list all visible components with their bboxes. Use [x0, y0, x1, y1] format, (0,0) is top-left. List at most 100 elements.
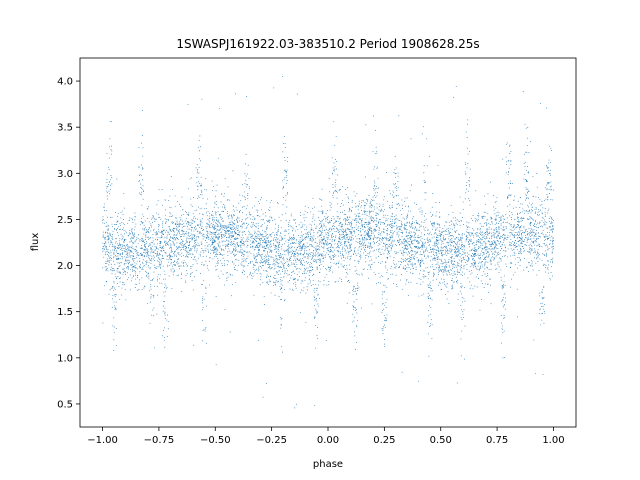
data-point — [140, 164, 142, 166]
data-point — [201, 222, 203, 224]
data-point — [386, 320, 388, 322]
data-point — [230, 214, 232, 216]
data-point — [215, 225, 217, 227]
data-point — [171, 258, 172, 260]
data-point — [397, 226, 399, 228]
data-point — [361, 273, 363, 275]
data-point — [424, 182, 426, 183]
data-point — [132, 270, 133, 272]
data-point — [223, 240, 225, 242]
data-point — [197, 170, 198, 172]
data-point — [550, 188, 552, 190]
data-point — [373, 229, 374, 231]
data-point — [469, 200, 471, 202]
data-point — [329, 220, 331, 222]
data-point — [505, 164, 507, 166]
data-point — [176, 201, 178, 203]
data-point — [423, 172, 425, 174]
data-point — [280, 283, 282, 285]
data-point — [298, 267, 300, 269]
data-point — [194, 241, 196, 243]
data-point — [545, 224, 547, 226]
data-point — [335, 236, 336, 238]
data-point — [532, 210, 533, 212]
data-point — [142, 188, 144, 190]
data-point — [527, 192, 528, 194]
data-point — [108, 225, 110, 227]
data-point — [213, 217, 215, 219]
data-point — [183, 233, 185, 234]
data-point — [171, 238, 173, 239]
data-point — [200, 176, 202, 178]
data-point — [441, 270, 443, 272]
data-point — [501, 327, 503, 329]
data-point — [464, 252, 466, 254]
data-point — [317, 303, 319, 305]
data-point — [354, 331, 355, 333]
data-point — [505, 226, 507, 227]
data-point — [216, 216, 218, 218]
data-point — [255, 245, 257, 247]
data-point — [509, 241, 511, 243]
data-point — [230, 220, 232, 222]
data-point — [278, 226, 279, 228]
data-point — [189, 273, 191, 275]
data-point — [111, 241, 113, 243]
data-point — [266, 227, 268, 229]
data-point — [452, 96, 454, 98]
data-point — [425, 212, 427, 214]
data-point — [486, 233, 488, 235]
data-point — [396, 228, 398, 230]
data-point — [310, 228, 312, 230]
data-point — [127, 267, 129, 269]
data-point — [383, 199, 385, 201]
data-point — [280, 254, 282, 256]
data-point — [354, 270, 356, 272]
data-point — [376, 168, 378, 169]
data-point — [505, 238, 507, 240]
data-point — [118, 286, 120, 288]
data-point — [370, 234, 372, 236]
data-point — [200, 185, 202, 187]
data-point — [226, 277, 228, 279]
data-point — [415, 269, 417, 270]
data-point — [396, 208, 398, 210]
data-point — [304, 249, 306, 251]
data-point — [440, 246, 442, 248]
data-point — [520, 220, 522, 222]
data-point — [468, 239, 470, 240]
data-point — [232, 232, 233, 234]
data-point — [300, 234, 302, 236]
data-point — [464, 287, 466, 289]
data-point — [367, 234, 368, 235]
data-point — [386, 230, 388, 232]
data-point — [516, 267, 518, 269]
data-point — [197, 236, 199, 238]
data-point — [498, 226, 500, 228]
data-point — [432, 193, 434, 194]
data-point — [520, 238, 522, 239]
data-point — [422, 226, 424, 228]
data-point — [423, 254, 425, 256]
data-point — [395, 185, 397, 187]
data-point — [268, 284, 270, 285]
data-point — [512, 234, 514, 236]
data-point — [353, 238, 354, 240]
data-point — [544, 216, 546, 217]
data-point — [383, 231, 385, 233]
data-point — [547, 167, 549, 169]
data-point — [313, 239, 315, 241]
data-point — [491, 251, 493, 253]
data-point — [490, 216, 492, 218]
data-point — [272, 243, 274, 245]
data-point — [198, 257, 199, 259]
data-point — [502, 227, 504, 229]
data-point — [538, 244, 540, 246]
data-point — [267, 209, 269, 211]
data-point — [420, 246, 421, 248]
data-point — [212, 225, 214, 227]
data-point — [396, 203, 398, 205]
data-point — [256, 262, 258, 264]
data-point — [351, 237, 353, 239]
data-point — [543, 224, 545, 226]
